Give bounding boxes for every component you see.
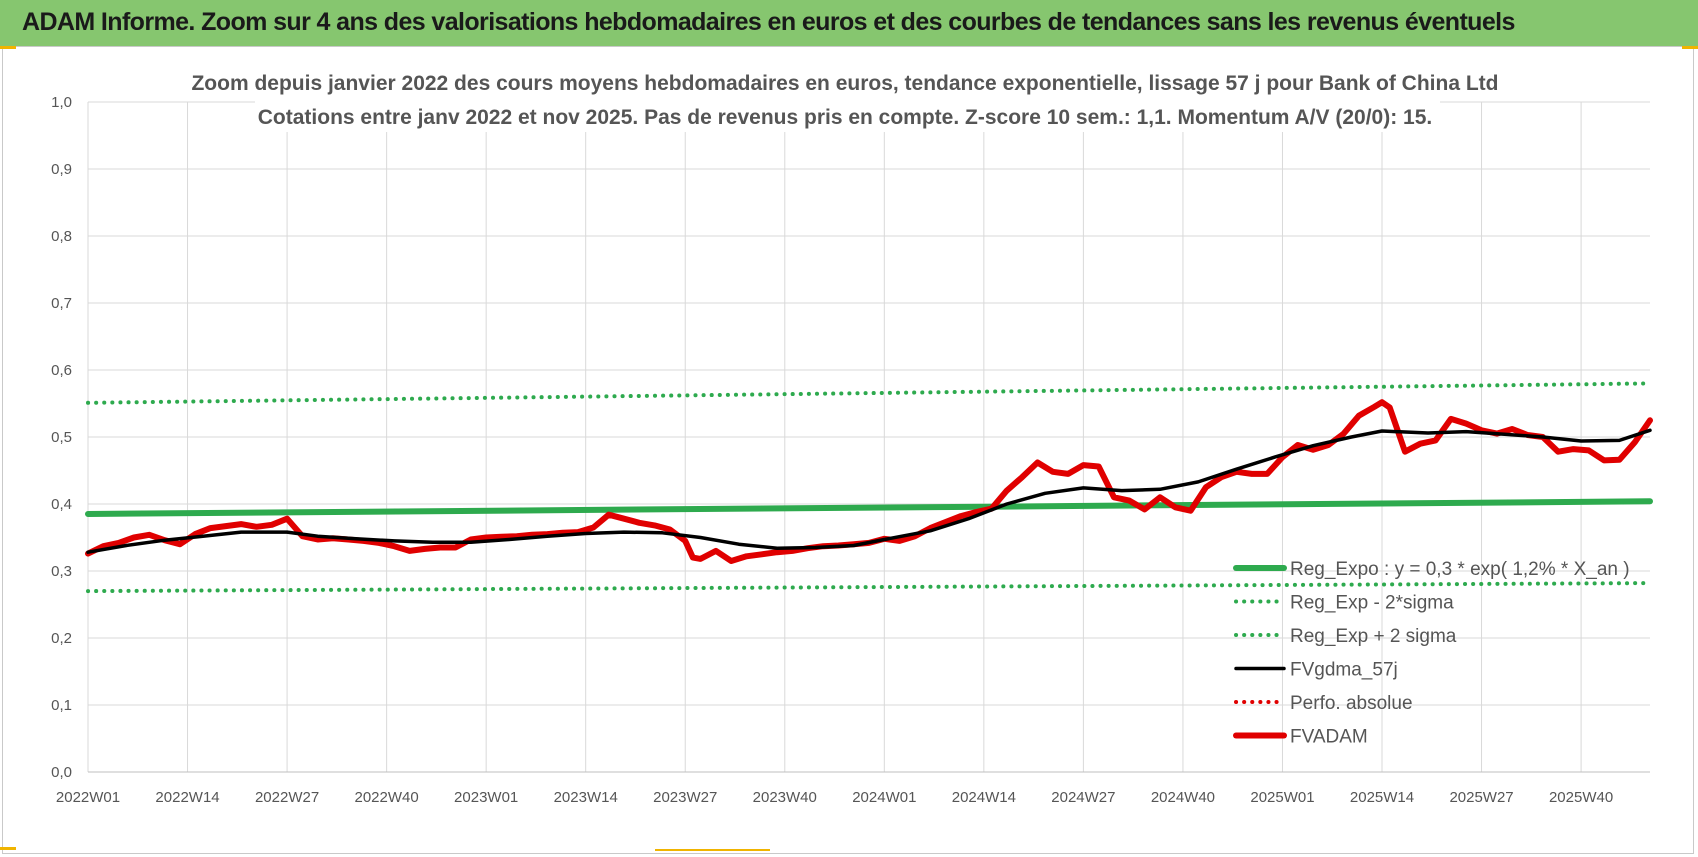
x-tick-label: 2025W40: [1549, 789, 1613, 806]
x-tick-label: 2022W40: [355, 789, 419, 806]
x-tick-label: 2024W40: [1151, 789, 1215, 806]
y-tick-label: 1,0: [51, 94, 72, 111]
chart-title-line-2: Cotations entre janv 2022 et nov 2025. P…: [258, 106, 1432, 129]
x-tick-label: 2024W14: [952, 789, 1016, 806]
series-line-2: [86, 381, 1652, 405]
legend-label-3: FVgdma_57j: [1290, 660, 1398, 681]
y-tick-label: 0,3: [51, 563, 72, 580]
x-tick-label: 2022W01: [56, 789, 120, 806]
x-axis-ticks: 2022W01 2022W14 2022W27 2022W40 2023W01 2023W…: [56, 789, 1613, 806]
y-tick-label: 0,1: [51, 697, 72, 714]
series-lines: [85, 381, 1653, 594]
legend-label-0: Reg_Expo : y = 0,3 * exp( 1,2% * X_an ): [1290, 559, 1630, 580]
x-tick-label: 2023W27: [653, 789, 717, 806]
legend-label-4: Perfo. absolue: [1290, 693, 1413, 714]
x-tick-label: 2025W01: [1250, 789, 1314, 806]
x-tick-label: 2025W27: [1449, 789, 1513, 806]
legend-label-1: Reg_Exp - 2*sigma: [1290, 593, 1454, 614]
corner-mark-right: [1682, 46, 1698, 49]
gridlines: [87, 101, 1650, 773]
legend-label-2: Reg_Exp + 2 sigma: [1290, 626, 1457, 647]
y-tick-label: 0,4: [51, 496, 72, 513]
corner-mark-left: [0, 46, 16, 49]
y-tick-label: 0,9: [51, 161, 72, 178]
x-tick-label: 2024W27: [1051, 789, 1115, 806]
series-line-3: [86, 428, 1652, 554]
x-tick-label: 2023W40: [753, 789, 817, 806]
y-tick-label: 0,7: [51, 295, 72, 312]
report-title: ADAM Informe. Zoom sur 4 ans des valoris…: [22, 8, 1515, 36]
legend-label-5: FVADAM: [1290, 727, 1368, 748]
chart-title-line-1: Zoom depuis janvier 2022 des cours moyen…: [191, 72, 1498, 95]
y-tick-label: 0,5: [51, 429, 72, 446]
y-axis-ticks: 0,0 0,1 0,2 0,3 0,4 0,5 0,6 0,7 0,8 0,9 1,0: [51, 94, 72, 781]
series-line-1: [86, 581, 1652, 594]
corner-mark-bottom-mid: [655, 849, 770, 851]
y-tick-label: 0,6: [51, 362, 72, 379]
title-background: [255, 64, 1440, 132]
x-tick-label: 2025W14: [1350, 789, 1414, 806]
series-line-0: [85, 498, 1653, 517]
x-tick-label: 2024W01: [852, 789, 916, 806]
chart-frame: [2, 46, 1694, 854]
x-tick-label: 2023W01: [454, 789, 518, 806]
report-banner: ADAM Informe. Zoom sur 4 ans des valoris…: [0, 0, 1698, 47]
x-tick-label: 2022W27: [255, 789, 319, 806]
legend: Reg_Expo : y = 0,3 * exp( 1,2% * X_an ) R…: [1233, 559, 1630, 748]
x-tick-label: 2022W14: [155, 789, 219, 806]
x-tick-label: 2023W14: [554, 789, 618, 806]
y-tick-label: 0,0: [51, 764, 72, 781]
y-tick-label: 0,8: [51, 228, 72, 245]
y-tick-label: 0,2: [51, 630, 72, 647]
corner-mark-bottom-left: [0, 847, 16, 850]
